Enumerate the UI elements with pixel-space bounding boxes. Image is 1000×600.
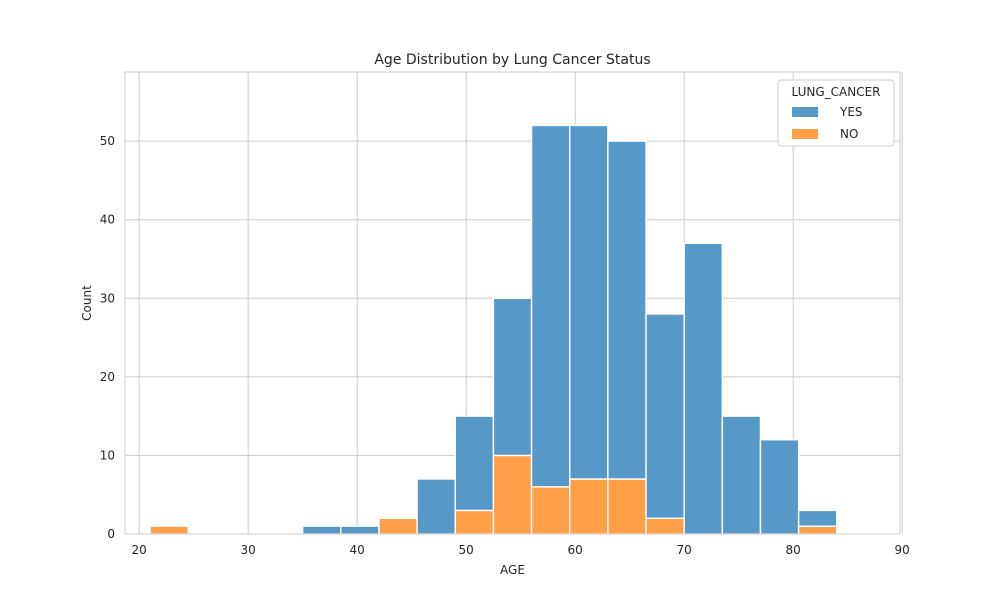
legend-swatch-no xyxy=(792,129,818,139)
histogram-bar-no xyxy=(454,509,495,535)
histogram-bar-no xyxy=(569,478,609,535)
legend-title: LUNG_CANCER xyxy=(791,85,880,99)
histogram-bar-yes xyxy=(683,242,724,535)
plot-border xyxy=(124,71,901,535)
histogram-bar-no xyxy=(492,454,533,535)
histogram-bar-yes xyxy=(301,525,342,535)
x-tick-label: 80 xyxy=(786,543,801,557)
y-axis-label: Count xyxy=(80,285,94,321)
histogram-bar-no xyxy=(797,525,838,535)
legend-label-no: NO xyxy=(840,127,858,141)
histogram-bar-no xyxy=(378,517,418,535)
histogram-bar-no xyxy=(149,525,189,535)
histogram-bar-yes xyxy=(416,478,456,535)
histogram-bar-yes xyxy=(530,124,571,488)
legend: LUNG_CANCER YES NO xyxy=(777,79,895,147)
y-tick-label: 10 xyxy=(100,448,115,462)
x-tick-label: 40 xyxy=(350,543,365,557)
histogram-bar-yes xyxy=(340,525,380,535)
y-tick-label: 50 xyxy=(100,134,115,148)
x-tick-label: 70 xyxy=(677,543,692,557)
histogram-bar-yes xyxy=(607,140,647,480)
histogram-bar-yes xyxy=(721,415,762,535)
y-tick-label: 30 xyxy=(100,291,115,305)
y-tick-label: 20 xyxy=(100,370,115,384)
y-tick-label: 0 xyxy=(107,527,115,541)
histogram-bar-yes xyxy=(797,509,838,527)
y-tick-label: 40 xyxy=(100,213,115,227)
x-tick-label: 50 xyxy=(459,543,474,557)
x-tick-label: 90 xyxy=(895,543,910,557)
histogram-bar-yes xyxy=(492,297,533,457)
x-axis-label: AGE xyxy=(500,563,525,577)
x-tick-label: 20 xyxy=(132,543,147,557)
histogram-bar-no xyxy=(645,517,685,535)
histogram-bar-yes xyxy=(645,313,685,519)
x-tick-label: 30 xyxy=(241,543,256,557)
x-tick-label: 60 xyxy=(568,543,583,557)
histogram-bar-yes xyxy=(454,415,495,512)
chart-title: Age Distribution by Lung Cancer Status xyxy=(374,52,650,68)
legend-swatch-yes xyxy=(792,107,818,117)
histogram-bar-yes xyxy=(569,124,609,480)
axis-layer: 20 30 40 50 60 70 80 90 0 10 20 30 40 50 xyxy=(100,71,910,557)
bars-layer xyxy=(149,124,838,535)
histogram-bar-yes xyxy=(759,439,800,535)
histogram-bar-no xyxy=(607,478,647,535)
histogram-bar-no xyxy=(530,486,571,535)
legend-label-yes: YES xyxy=(839,105,863,119)
